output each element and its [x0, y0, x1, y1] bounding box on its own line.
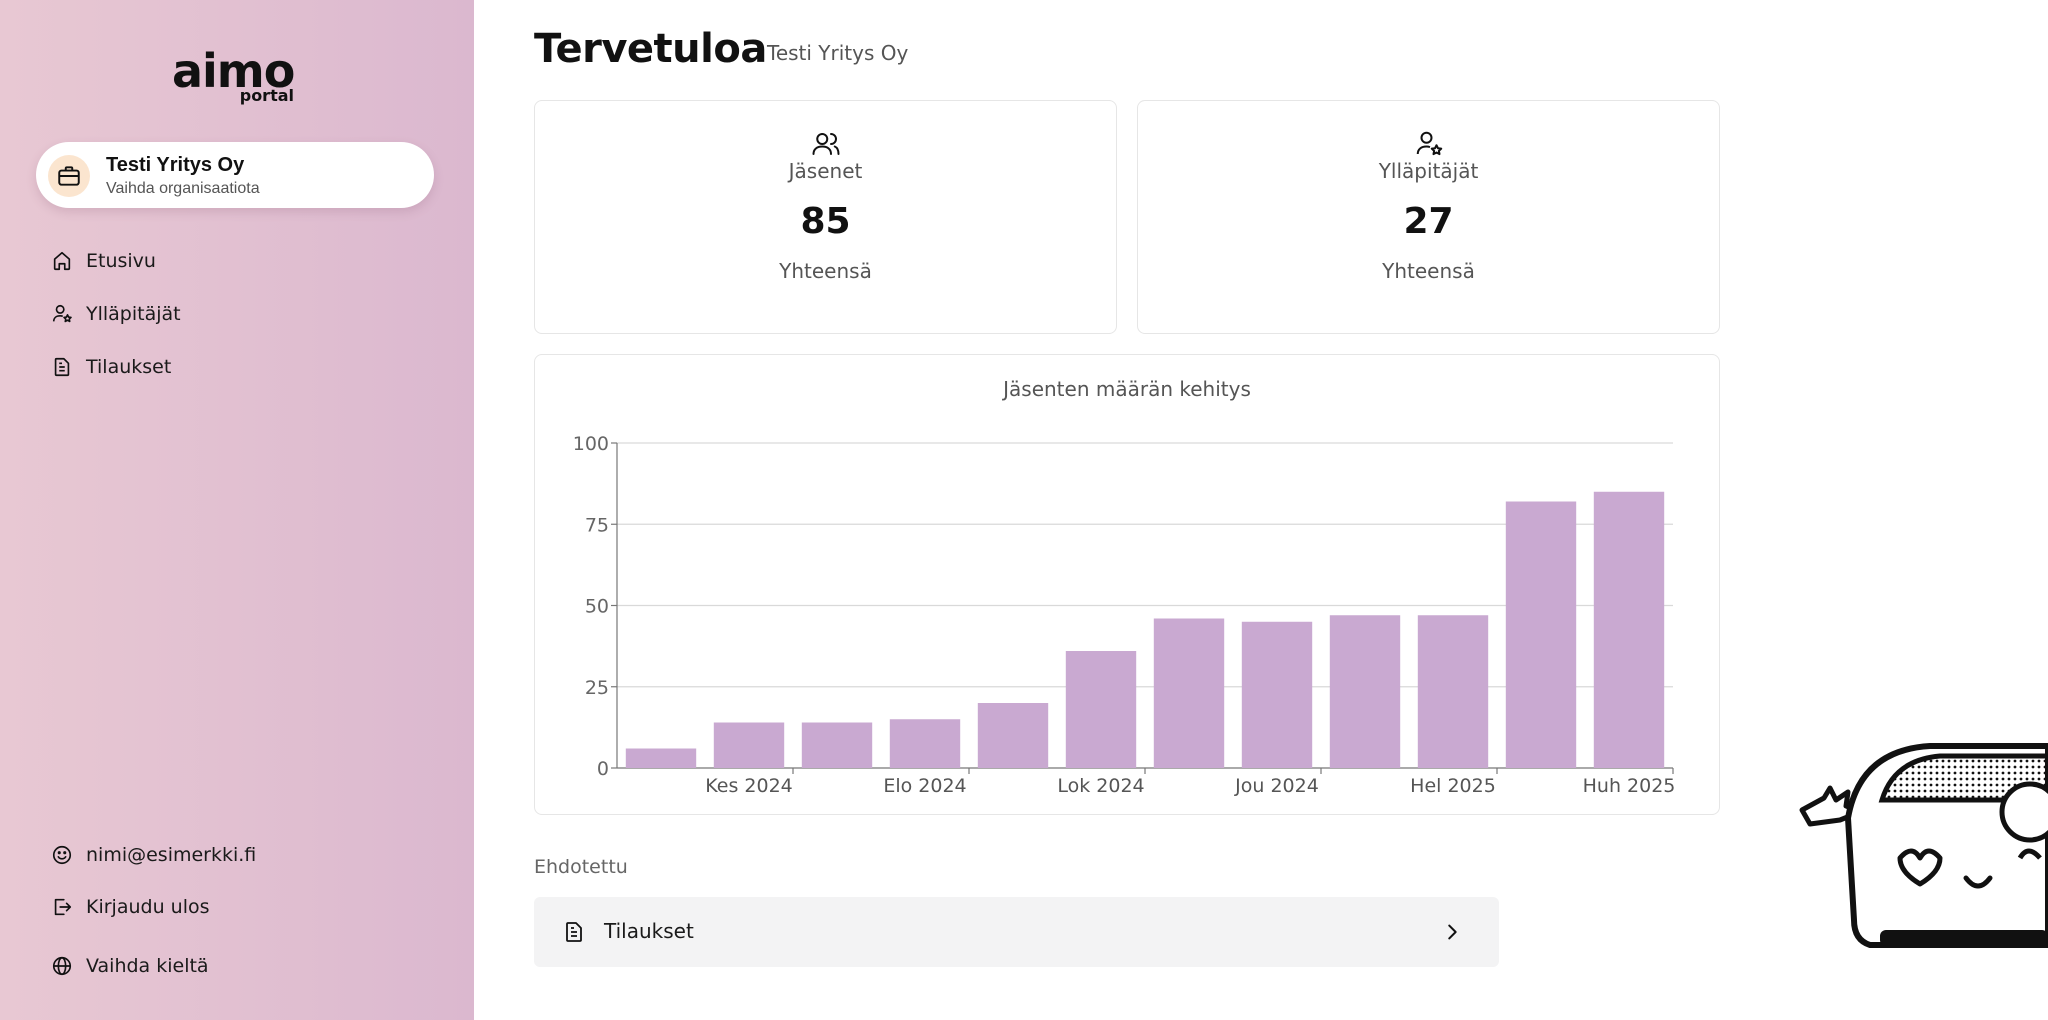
x-tick-label: Kes 2024: [705, 775, 793, 797]
y-tick-label: 75: [585, 514, 609, 536]
stat-value: 85: [800, 201, 851, 242]
sidebar-item-label: Ylläpitäjät: [86, 303, 181, 325]
chart-bar: [1329, 615, 1401, 768]
suggested-item-tilaukset[interactable]: Tilaukset: [534, 897, 1499, 967]
suggested-heading: Ehdotettu: [534, 856, 628, 878]
page-subtitle: Testi Yritys Oy: [767, 41, 909, 65]
chart-bar: [1241, 621, 1313, 768]
logout-label: Kirjaudu ulos: [86, 896, 210, 918]
x-tick-label: Hel 2025: [1410, 775, 1496, 797]
logout-icon: [50, 895, 74, 919]
logo-wordmark: aimo: [172, 44, 295, 98]
x-tick-label: Jou 2024: [1234, 775, 1319, 797]
logout-button[interactable]: Kirjaudu ulos: [50, 892, 210, 922]
sidebar-item-label: Etusivu: [86, 250, 156, 272]
x-tick-label: Lok 2024: [1057, 775, 1144, 797]
document-icon: [50, 355, 74, 379]
briefcase-icon: [48, 155, 90, 197]
chart-bar: [1505, 501, 1577, 768]
user-email-item[interactable]: nimi@esimerkki.fi: [50, 840, 256, 870]
stat-label: Yhteensä: [779, 259, 872, 283]
user-email: nimi@esimerkki.fi: [86, 844, 257, 866]
chart-bar: [1153, 618, 1225, 768]
sidebar: aimo portal Testi Yritys Oy Vaihda organ…: [0, 0, 474, 1020]
y-tick-label: 0: [597, 758, 609, 780]
members-bar-chart: 0 25 50 75 100 Kes 2024 Elo 2024 Lok 2024 Jou 20…: [573, 433, 1676, 797]
users-icon: [809, 127, 843, 161]
sidebar-item-tilaukset[interactable]: Tilaukset: [50, 352, 171, 382]
organization-switcher[interactable]: Testi Yritys Oy Vaihda organisaatiota: [36, 142, 434, 208]
change-language-button[interactable]: Vaihda kieltä: [50, 951, 209, 981]
sidebar-item-etusivu[interactable]: Etusivu: [50, 246, 156, 276]
document-icon: [562, 920, 586, 944]
chart-bar: [801, 722, 873, 768]
aimo-portal-logo[interactable]: aimo portal: [172, 48, 302, 108]
stat-label: Yhteensä: [1382, 259, 1475, 283]
smiley-icon: [50, 843, 74, 867]
members-chart-card: Jäsenten määrän kehitys 0 25 50 75 100 Kes 20…: [534, 354, 1720, 815]
x-tick-label: Huh 2025: [1583, 775, 1676, 797]
home-icon: [50, 249, 74, 273]
chart-bar: [713, 722, 785, 768]
chart-bar: [625, 748, 697, 768]
organization-name: Testi Yritys Oy: [106, 154, 245, 176]
y-tick-label: 100: [573, 433, 609, 455]
switch-organization-label: Vaihda organisaatiota: [106, 180, 260, 197]
chevron-right-icon: [1441, 921, 1463, 943]
chart-bar: [1417, 615, 1489, 768]
change-language-label: Vaihda kieltä: [86, 955, 209, 977]
stat-title: Jäsenet: [788, 159, 863, 183]
stat-title: Ylläpitäjät: [1378, 159, 1479, 183]
admin-user-icon: [50, 302, 74, 326]
y-tick-label: 50: [585, 596, 609, 618]
chart-bar: [889, 719, 961, 768]
stat-card-admins: Ylläpitäjät 27 Yhteensä: [1137, 100, 1720, 334]
suggested-item-label: Tilaukset: [604, 919, 694, 943]
stat-card-members: Jäsenet 85 Yhteensä: [534, 100, 1117, 334]
chart-bar: [1593, 491, 1665, 768]
chart-bar: [977, 703, 1049, 768]
car-mascot-illustration: [1790, 740, 2048, 960]
y-tick-label: 25: [585, 677, 609, 699]
sidebar-item-label: Tilaukset: [86, 356, 172, 378]
globe-icon: [50, 954, 74, 978]
sidebar-item-yllapitajat[interactable]: Ylläpitäjät: [50, 299, 181, 329]
page-title: Tervetuloa: [534, 26, 767, 72]
admin-user-icon: [1412, 127, 1446, 161]
chart-title: Jäsenten määrän kehitys: [1003, 377, 1251, 401]
x-tick-label: Elo 2024: [883, 775, 966, 797]
chart-bar: [1065, 651, 1137, 768]
stat-value: 27: [1403, 201, 1454, 242]
logo-subtitle: portal: [239, 86, 294, 105]
